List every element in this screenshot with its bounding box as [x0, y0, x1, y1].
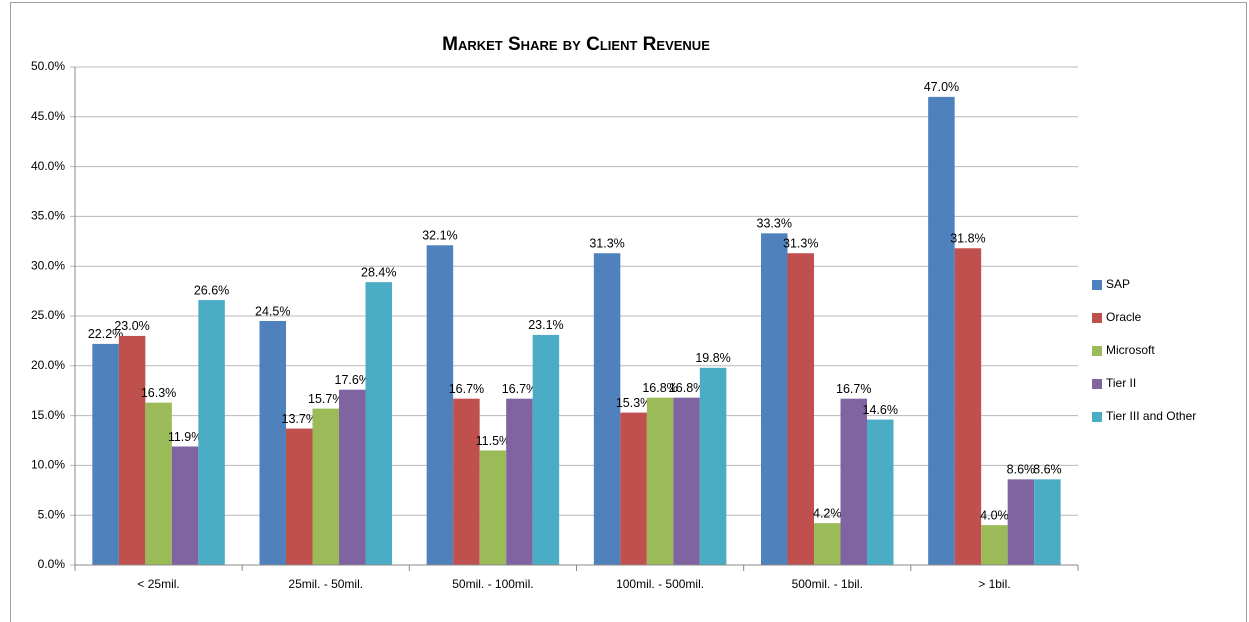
bar: [761, 233, 788, 565]
legend-swatch: [1092, 346, 1102, 356]
value-label: 16.8%: [642, 381, 677, 395]
value-label: 14.6%: [863, 403, 898, 417]
value-label: 17.6%: [335, 373, 370, 387]
value-label: 15.3%: [616, 396, 651, 410]
legend-label: SAP: [1106, 277, 1130, 291]
legend-label: Microsoft: [1106, 343, 1155, 357]
value-label: 11.9%: [168, 430, 203, 444]
bar: [171, 446, 199, 565]
legend-label: Tier II: [1106, 376, 1136, 390]
y-tick-label: 10.0%: [31, 458, 65, 472]
legend-label: Oracle: [1106, 310, 1142, 324]
y-tick-label: 20.0%: [31, 358, 65, 372]
bar: [1034, 479, 1061, 565]
chart-title: Market Share by Client Revenue: [442, 34, 710, 55]
value-label: 31.3%: [589, 237, 624, 251]
x-tick-label: 50mil. - 100mil.: [452, 577, 533, 591]
bar: [339, 389, 366, 565]
bar: [479, 450, 507, 565]
y-tick-label: 40.0%: [31, 159, 65, 173]
legend-swatch: [1092, 379, 1102, 389]
value-label: 23.0%: [114, 319, 149, 333]
bar: [118, 335, 146, 565]
bar: [145, 402, 172, 565]
bar: [593, 253, 621, 565]
value-label: 4.0%: [980, 508, 1009, 522]
value-label: 33.3%: [757, 217, 792, 231]
bar: [673, 397, 700, 565]
x-tick-label: > 1bil.: [978, 577, 1010, 591]
value-label: 4.2%: [813, 506, 842, 520]
y-tick-label: 30.0%: [31, 258, 65, 272]
x-tick-label: < 25mil.: [137, 577, 179, 591]
value-label: 31.3%: [783, 237, 818, 251]
value-label: 23.1%: [528, 318, 563, 332]
value-label: 19.8%: [695, 351, 730, 365]
y-tick-label: 45.0%: [31, 109, 65, 123]
value-label: 22.2%: [88, 327, 123, 341]
bar: [981, 525, 1008, 565]
x-tick-label: 100mil. - 500mil.: [616, 577, 704, 591]
bar: [312, 408, 339, 565]
y-tick-label: 15.0%: [31, 408, 65, 422]
value-label: 16.7%: [449, 382, 484, 396]
value-label: 26.6%: [194, 283, 229, 297]
bar: [699, 367, 727, 565]
bar: [532, 334, 560, 565]
value-label: 13.7%: [282, 412, 317, 426]
bar: [286, 428, 313, 565]
value-label: 11.5%: [476, 434, 511, 448]
y-tick-label: 50.0%: [31, 59, 65, 73]
chart-frame: [10, 2, 1247, 622]
bar: [365, 282, 392, 565]
value-label: 16.7%: [502, 382, 537, 396]
bar: [646, 397, 674, 565]
bar: [426, 245, 454, 565]
y-tick-label: 0.0%: [38, 557, 66, 571]
value-label: 47.0%: [924, 80, 959, 94]
legend-swatch: [1092, 313, 1102, 323]
value-label: 16.7%: [836, 382, 871, 396]
legend-swatch: [1092, 280, 1102, 290]
legend-label: Tier III and Other: [1106, 409, 1196, 423]
bar: [506, 398, 533, 565]
y-tick-label: 5.0%: [38, 507, 66, 521]
y-tick-label: 25.0%: [31, 308, 65, 322]
value-label: 16.3%: [141, 386, 176, 400]
value-label: 28.4%: [361, 265, 396, 279]
bar: [1007, 479, 1035, 565]
value-label: 16.8%: [669, 381, 704, 395]
bar: [453, 398, 480, 565]
x-tick-label: 500mil. - 1bil.: [792, 577, 863, 591]
value-label: 32.1%: [422, 229, 457, 243]
bar: [928, 96, 955, 565]
value-label: 31.8%: [950, 232, 985, 246]
value-label: 8.6%: [1033, 463, 1062, 477]
x-tick-label: 25mil. - 50mil.: [288, 577, 363, 591]
value-label: 8.6%: [1007, 463, 1036, 477]
value-label: 24.5%: [255, 304, 290, 318]
value-label: 15.7%: [308, 392, 343, 406]
bar: [259, 320, 286, 565]
bar: [867, 419, 894, 565]
bar: [620, 412, 647, 565]
bar: [198, 300, 225, 565]
y-tick-label: 35.0%: [31, 209, 65, 223]
bar: [92, 343, 119, 565]
bar: [814, 523, 841, 565]
legend-swatch: [1092, 412, 1102, 422]
bar: [954, 248, 982, 565]
bar: [787, 253, 814, 565]
bar: [840, 398, 867, 565]
